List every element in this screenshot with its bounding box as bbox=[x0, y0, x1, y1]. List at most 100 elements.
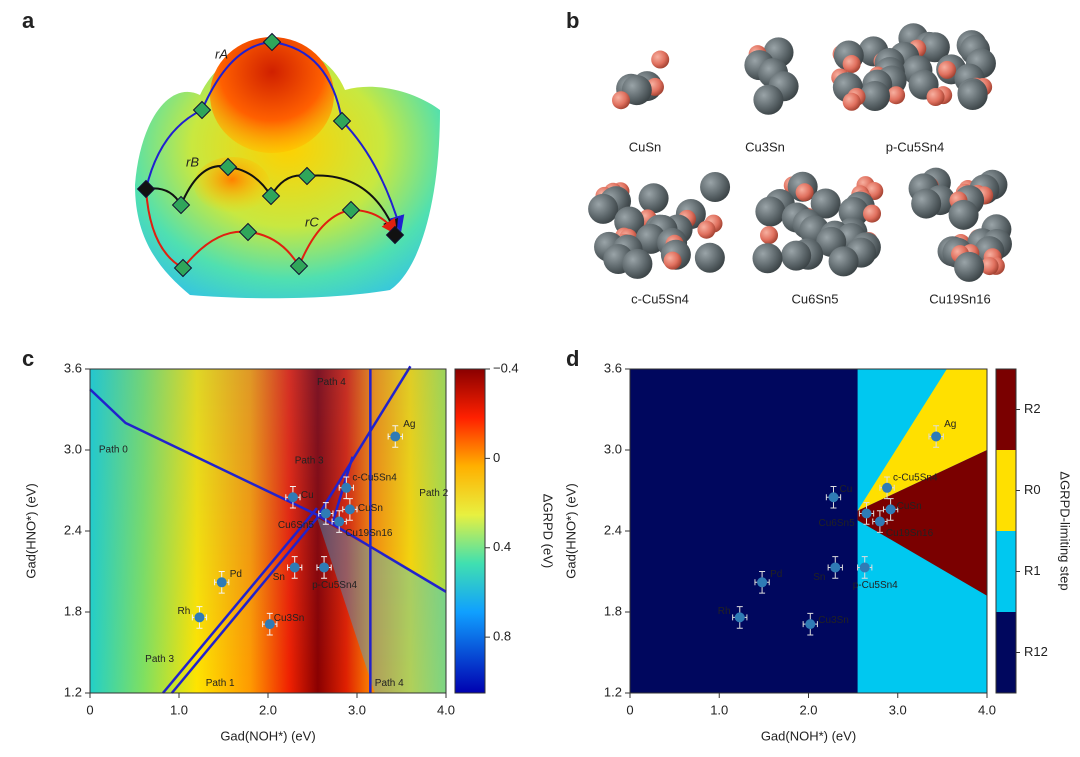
structure-label: Cu19Sn16 bbox=[929, 291, 990, 306]
x-tick-label: 4.0 bbox=[437, 702, 455, 717]
data-point bbox=[216, 577, 227, 588]
dome bbox=[210, 37, 334, 153]
point-label: p-Cu5Sn4 bbox=[853, 580, 898, 591]
point-label: c-Cu5Sn4 bbox=[352, 472, 397, 483]
state-marker bbox=[341, 200, 361, 220]
atom bbox=[842, 55, 861, 74]
y-tick-label: 1.8 bbox=[64, 603, 82, 618]
x-tick-label: 4.0 bbox=[978, 702, 996, 717]
data-point bbox=[289, 562, 300, 573]
y-tick-label: 3.0 bbox=[64, 441, 82, 456]
state-marker bbox=[171, 195, 191, 215]
point-label: Cu bbox=[839, 484, 852, 495]
atom bbox=[863, 204, 882, 223]
y-tick-label: 2.4 bbox=[64, 522, 82, 537]
colorbar-tick-label: R12 bbox=[1024, 644, 1048, 659]
panel-label: a bbox=[22, 8, 35, 33]
path-label: rC bbox=[305, 214, 319, 229]
atom bbox=[588, 193, 619, 224]
data-point bbox=[344, 504, 355, 515]
point-label: Cu bbox=[301, 490, 314, 501]
data-point bbox=[320, 508, 331, 519]
atom bbox=[911, 188, 942, 219]
data-point bbox=[734, 612, 745, 623]
x-tick-label: 1.0 bbox=[170, 702, 188, 717]
state-marker bbox=[297, 166, 317, 186]
data-point bbox=[757, 577, 768, 588]
plot bbox=[629, 368, 988, 694]
boundary bbox=[170, 509, 325, 694]
colorbar-segment bbox=[996, 612, 1016, 693]
data-point bbox=[264, 619, 275, 630]
path-annotation: Path 3 bbox=[295, 455, 324, 466]
atom bbox=[612, 91, 631, 110]
boundary bbox=[316, 513, 447, 593]
boundary bbox=[315, 365, 412, 519]
colorbar-tick-label: 0.8 bbox=[493, 629, 511, 644]
data-point bbox=[390, 431, 401, 442]
data-point bbox=[319, 562, 330, 573]
path-annotation: Path 0 bbox=[99, 445, 128, 456]
state-marker bbox=[385, 225, 405, 245]
colorbar-segment bbox=[996, 531, 1016, 612]
x-tick-label: 1.0 bbox=[710, 702, 728, 717]
point-label: Sn bbox=[273, 572, 285, 583]
structure-label: c-Cu5Sn4 bbox=[631, 291, 689, 306]
atom bbox=[700, 172, 731, 203]
atom bbox=[781, 240, 812, 271]
path-label: rA bbox=[215, 46, 228, 61]
point-label: CuSn bbox=[897, 501, 922, 512]
x-tick-label: 2.0 bbox=[799, 702, 817, 717]
atom bbox=[663, 251, 682, 270]
x-tick-label: 0 bbox=[86, 702, 93, 717]
point-label: Cu19Sn16 bbox=[886, 528, 934, 539]
atom bbox=[980, 257, 999, 276]
x-axis-label: Gad(NOH*) (eV) bbox=[761, 728, 856, 743]
atom bbox=[828, 246, 859, 277]
colorbar-label: ΔGRPD (eV) bbox=[541, 494, 556, 568]
colorbar-tick-label: R0 bbox=[1024, 482, 1041, 497]
data-point bbox=[830, 562, 841, 573]
state-marker bbox=[173, 258, 193, 278]
colorbar-tick-label: −0.4 bbox=[493, 360, 519, 375]
y-tick-label: 1.2 bbox=[64, 684, 82, 699]
panel-a: rA rB rC bbox=[135, 32, 440, 299]
atom bbox=[651, 50, 670, 69]
state-marker bbox=[136, 179, 156, 199]
plot: Path 0 Path 1 Path 2 Path 3 Path 3 Path 4 Path… bbox=[89, 365, 449, 694]
colorbar-tick-label: R2 bbox=[1024, 401, 1041, 416]
state-marker bbox=[261, 186, 281, 206]
point-label: p-Cu5Sn4 bbox=[312, 580, 357, 591]
path-annotation: Path 2 bbox=[419, 488, 448, 499]
energy-surface bbox=[135, 45, 440, 299]
point-label: Ag bbox=[403, 419, 415, 430]
point-label: c-Cu5Sn4 bbox=[893, 472, 938, 483]
data-point bbox=[931, 431, 942, 442]
path-annotation: Path 4 bbox=[317, 377, 346, 388]
x-axis-label: Gad(NOH*) (eV) bbox=[220, 728, 315, 743]
data-point bbox=[194, 612, 205, 623]
data-point bbox=[885, 504, 896, 515]
data-point bbox=[287, 492, 298, 503]
atom bbox=[760, 226, 779, 245]
x-tick-label: 3.0 bbox=[889, 702, 907, 717]
panel-label: d bbox=[566, 346, 579, 371]
region bbox=[857, 369, 987, 511]
atom bbox=[948, 199, 979, 230]
path-annotation: Path 4 bbox=[375, 678, 404, 689]
point-label: Rh bbox=[177, 606, 190, 617]
colorbar-tick-label: 0 bbox=[493, 450, 500, 465]
colorbar-tick-label: R1 bbox=[1024, 563, 1041, 578]
data-point bbox=[334, 516, 345, 527]
panel-b: CuSn Cu3Sn p-Cu5Sn4 c-Cu5Sn4 Cu6Sn5 Cu19Sn16 bbox=[588, 23, 1012, 306]
y-tick-label: 1.2 bbox=[604, 684, 622, 699]
atom bbox=[694, 242, 725, 273]
y-tick-label: 3.0 bbox=[604, 441, 622, 456]
state-marker bbox=[332, 111, 352, 131]
state-marker bbox=[289, 256, 309, 276]
atom bbox=[755, 196, 786, 227]
x-tick-label: 2.0 bbox=[259, 702, 277, 717]
boundary bbox=[89, 388, 318, 516]
data-point bbox=[341, 482, 352, 493]
colorbar bbox=[454, 368, 486, 694]
